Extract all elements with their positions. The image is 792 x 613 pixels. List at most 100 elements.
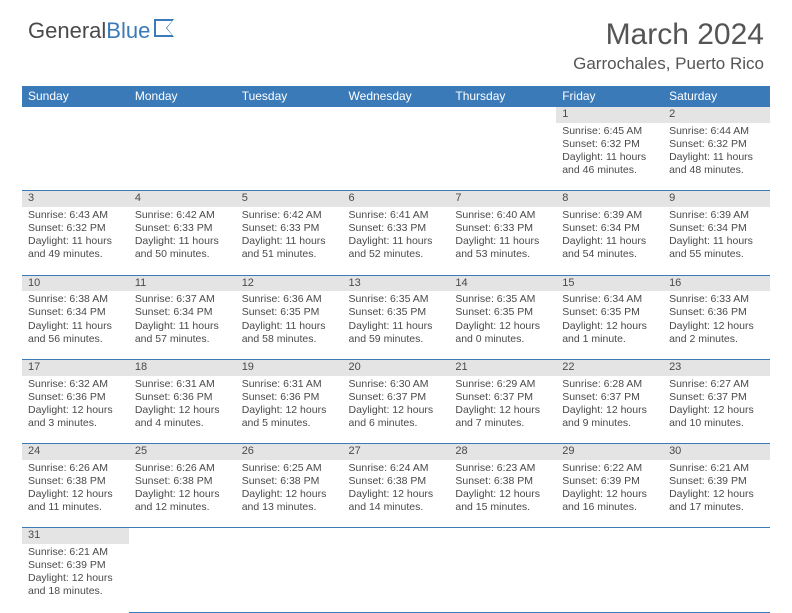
calendar-table: SundayMondayTuesdayWednesdayThursdayFrid… [22,86,770,613]
empty-cell [343,107,450,123]
day-details: Sunrise: 6:39 AMSunset: 6:34 PMDaylight:… [556,207,663,275]
day-details: Sunrise: 6:27 AMSunset: 6:37 PMDaylight:… [663,376,770,444]
day-number: 29 [556,444,663,460]
day-number: 14 [449,275,556,291]
day-number: 16 [663,275,770,291]
day-number: 12 [236,275,343,291]
day-details: Sunrise: 6:42 AMSunset: 6:33 PMDaylight:… [236,207,343,275]
title-block: March 2024 Garrochales, Puerto Rico [573,18,764,74]
day-details: Sunrise: 6:36 AMSunset: 6:35 PMDaylight:… [236,291,343,359]
empty-cell [236,123,343,191]
empty-cell [556,544,663,612]
day-details: Sunrise: 6:32 AMSunset: 6:36 PMDaylight:… [22,376,129,444]
day-number: 17 [22,359,129,375]
empty-cell [343,544,450,612]
day-number: 22 [556,359,663,375]
empty-cell [129,544,236,612]
flag-icon [154,19,182,37]
day-number: 20 [343,359,450,375]
day-number: 8 [556,191,663,207]
location-label: Garrochales, Puerto Rico [573,54,764,74]
empty-cell [663,544,770,612]
day-details: Sunrise: 6:35 AMSunset: 6:35 PMDaylight:… [343,291,450,359]
empty-cell [129,123,236,191]
day-details: Sunrise: 6:39 AMSunset: 6:34 PMDaylight:… [663,207,770,275]
empty-cell [556,528,663,544]
day-details: Sunrise: 6:33 AMSunset: 6:36 PMDaylight:… [663,291,770,359]
day-number: 27 [343,444,450,460]
day-number: 19 [236,359,343,375]
day-number: 9 [663,191,770,207]
day-details: Sunrise: 6:31 AMSunset: 6:36 PMDaylight:… [129,376,236,444]
day-number: 28 [449,444,556,460]
empty-cell [449,123,556,191]
day-number: 1 [556,107,663,123]
day-number: 26 [236,444,343,460]
header: GeneralBlue March 2024 Garrochales, Puer… [0,0,792,80]
day-number-row: 24252627282930 [22,444,770,460]
empty-cell [236,528,343,544]
empty-cell [449,544,556,612]
day-details: Sunrise: 6:40 AMSunset: 6:33 PMDaylight:… [449,207,556,275]
day-details: Sunrise: 6:38 AMSunset: 6:34 PMDaylight:… [22,291,129,359]
empty-cell [449,528,556,544]
weekday-header-row: SundayMondayTuesdayWednesdayThursdayFrid… [22,86,770,107]
day-details: Sunrise: 6:25 AMSunset: 6:38 PMDaylight:… [236,460,343,528]
day-number-row: 17181920212223 [22,359,770,375]
empty-cell [663,528,770,544]
day-details: Sunrise: 6:22 AMSunset: 6:39 PMDaylight:… [556,460,663,528]
day-details: Sunrise: 6:41 AMSunset: 6:33 PMDaylight:… [343,207,450,275]
day-number: 25 [129,444,236,460]
day-number: 18 [129,359,236,375]
day-details: Sunrise: 6:21 AMSunset: 6:39 PMDaylight:… [663,460,770,528]
day-details-row: Sunrise: 6:32 AMSunset: 6:36 PMDaylight:… [22,376,770,444]
weekday-header: Thursday [449,86,556,107]
empty-cell [129,528,236,544]
day-details-row: Sunrise: 6:21 AMSunset: 6:39 PMDaylight:… [22,544,770,612]
day-number: 5 [236,191,343,207]
day-details: Sunrise: 6:23 AMSunset: 6:38 PMDaylight:… [449,460,556,528]
weekday-header: Wednesday [343,86,450,107]
day-number: 2 [663,107,770,123]
day-details: Sunrise: 6:29 AMSunset: 6:37 PMDaylight:… [449,376,556,444]
brand-logo: GeneralBlue [28,18,182,44]
brand-name-2: Blue [106,18,150,44]
day-number: 6 [343,191,450,207]
day-details: Sunrise: 6:28 AMSunset: 6:37 PMDaylight:… [556,376,663,444]
day-number: 31 [22,528,129,544]
empty-cell [129,107,236,123]
day-details: Sunrise: 6:26 AMSunset: 6:38 PMDaylight:… [22,460,129,528]
weekday-header: Saturday [663,86,770,107]
day-number: 24 [22,444,129,460]
day-details: Sunrise: 6:42 AMSunset: 6:33 PMDaylight:… [129,207,236,275]
day-details: Sunrise: 6:35 AMSunset: 6:35 PMDaylight:… [449,291,556,359]
day-details: Sunrise: 6:37 AMSunset: 6:34 PMDaylight:… [129,291,236,359]
day-number: 7 [449,191,556,207]
day-number: 10 [22,275,129,291]
day-number-row: 10111213141516 [22,275,770,291]
weekday-header: Friday [556,86,663,107]
calendar-body: 12Sunrise: 6:45 AMSunset: 6:32 PMDayligh… [22,107,770,613]
day-number-row: 31 [22,528,770,544]
day-details: Sunrise: 6:43 AMSunset: 6:32 PMDaylight:… [22,207,129,275]
brand-name-1: General [28,18,106,44]
day-details-row: Sunrise: 6:26 AMSunset: 6:38 PMDaylight:… [22,460,770,528]
day-details: Sunrise: 6:44 AMSunset: 6:32 PMDaylight:… [663,123,770,191]
day-number: 4 [129,191,236,207]
empty-cell [236,544,343,612]
day-details-row: Sunrise: 6:38 AMSunset: 6:34 PMDaylight:… [22,291,770,359]
day-number: 3 [22,191,129,207]
day-number-row: 3456789 [22,191,770,207]
day-details-row: Sunrise: 6:45 AMSunset: 6:32 PMDaylight:… [22,123,770,191]
day-details: Sunrise: 6:45 AMSunset: 6:32 PMDaylight:… [556,123,663,191]
weekday-header: Monday [129,86,236,107]
day-number-row: 12 [22,107,770,123]
day-details-row: Sunrise: 6:43 AMSunset: 6:32 PMDaylight:… [22,207,770,275]
day-number: 13 [343,275,450,291]
empty-cell [22,123,129,191]
day-number: 30 [663,444,770,460]
empty-cell [236,107,343,123]
weekday-header: Tuesday [236,86,343,107]
empty-cell [343,528,450,544]
month-title: March 2024 [573,18,764,52]
